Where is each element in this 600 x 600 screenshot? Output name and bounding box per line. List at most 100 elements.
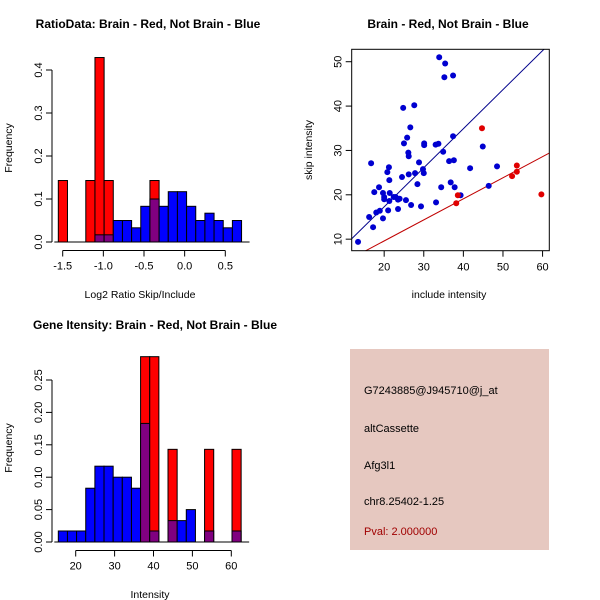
x-tick-label: 20 bbox=[378, 262, 390, 274]
pval: Pval: 2.000000 bbox=[364, 526, 438, 538]
y-tick-label: 40 bbox=[333, 100, 345, 112]
bar-brain bbox=[204, 448, 215, 543]
y-axis-label-intensity: Frequency bbox=[3, 422, 15, 472]
point-not-brain bbox=[450, 72, 457, 79]
chart-title-scatter: Brain - Red, Not Brain - Blue bbox=[367, 17, 529, 31]
bar-not-brain bbox=[103, 234, 114, 243]
bar-not-brain bbox=[140, 422, 151, 543]
point-not-brain bbox=[402, 197, 409, 204]
point-not-brain bbox=[420, 170, 427, 177]
y-tick-label: 0.20 bbox=[33, 402, 45, 423]
plot-area bbox=[351, 49, 550, 251]
event-type: altCassette bbox=[364, 423, 420, 435]
x-tick-label: 20 bbox=[70, 561, 82, 573]
x-tick-label: 0.5 bbox=[218, 261, 233, 273]
point-not-brain bbox=[440, 148, 447, 155]
bar-not-brain bbox=[130, 487, 142, 543]
y-tick-label: 0.15 bbox=[33, 434, 45, 455]
y-tick-label: 10 bbox=[333, 233, 345, 245]
probe-id: G7243885@J945710@j_at bbox=[364, 385, 498, 397]
bar-not-brain bbox=[112, 476, 123, 543]
x-tick-label: 50 bbox=[186, 561, 198, 573]
y-tick-label: 50 bbox=[333, 56, 345, 68]
point-not-brain bbox=[447, 179, 454, 186]
point-brain bbox=[454, 192, 461, 199]
point-not-brain bbox=[441, 74, 448, 81]
chart-title-ratio: RatioData: Brain - Red, Not Brain - Blue bbox=[36, 17, 261, 31]
point-not-brain bbox=[485, 182, 492, 189]
y-axis-label-scatter: skip intensity bbox=[303, 119, 315, 180]
bar-not-brain bbox=[94, 465, 105, 543]
bar-not-brain bbox=[204, 530, 215, 543]
bar-not-brain bbox=[185, 509, 196, 543]
point-not-brain bbox=[416, 159, 423, 166]
bar-not-brain bbox=[149, 198, 160, 243]
point-not-brain bbox=[373, 209, 380, 216]
info-panel: G7243885@J945710@j_at altCassette Afg3l1… bbox=[350, 349, 549, 550]
point-not-brain bbox=[376, 184, 383, 191]
bar-brain bbox=[149, 356, 160, 543]
point-not-brain bbox=[395, 206, 402, 213]
point-not-brain bbox=[442, 60, 449, 67]
point-not-brain bbox=[450, 157, 457, 164]
point-not-brain bbox=[368, 160, 375, 167]
point-brain bbox=[478, 125, 485, 132]
point-not-brain bbox=[435, 140, 442, 147]
bar-not-brain bbox=[121, 476, 132, 543]
point-not-brain bbox=[386, 198, 393, 205]
bar-not-brain bbox=[103, 465, 114, 543]
point-not-brain bbox=[379, 215, 386, 222]
x-tick-label: 40 bbox=[147, 561, 159, 573]
point-not-brain bbox=[398, 174, 405, 181]
x-tick-label: 30 bbox=[418, 262, 430, 274]
bar-brain bbox=[103, 180, 114, 243]
point-not-brain bbox=[450, 133, 457, 140]
point-not-brain bbox=[451, 184, 458, 191]
x-tick-label: 50 bbox=[497, 262, 509, 274]
x-tick-label: 0.0 bbox=[177, 261, 192, 273]
x-tick-label: -0.5 bbox=[135, 261, 154, 273]
x-tick-label: 60 bbox=[225, 561, 237, 573]
bar-not-brain bbox=[186, 205, 197, 243]
point-not-brain bbox=[446, 158, 453, 165]
point-brain bbox=[538, 191, 545, 198]
point-not-brain bbox=[366, 213, 373, 220]
bar-brain bbox=[94, 57, 105, 243]
x-tick-label: -1.5 bbox=[53, 261, 72, 273]
bar-not-brain bbox=[204, 212, 215, 243]
bar-not-brain bbox=[231, 220, 243, 243]
y-axis-label-ratio: Frequency bbox=[3, 122, 15, 172]
y-tick-label: 20 bbox=[333, 189, 345, 201]
bar-not-brain bbox=[121, 220, 133, 243]
x-tick-label: 40 bbox=[457, 262, 469, 274]
bar-not-brain bbox=[66, 530, 78, 543]
fit-line bbox=[364, 152, 550, 251]
point-not-brain bbox=[438, 184, 445, 191]
y-tick-label: 0.00 bbox=[33, 531, 45, 552]
bar-brain bbox=[57, 180, 68, 243]
point-not-brain bbox=[400, 104, 407, 111]
intensity-histogram: 0.00 0.05 0.10 0.15 0.20 0.25 20 30 40 50 60 bbox=[33, 356, 250, 573]
point-not-brain bbox=[400, 140, 407, 147]
point-brain bbox=[453, 200, 460, 207]
bar-not-brain bbox=[231, 530, 242, 543]
bar-not-brain bbox=[176, 520, 187, 543]
point-not-brain bbox=[381, 196, 388, 203]
point-not-brain bbox=[407, 124, 414, 131]
bar-not-brain bbox=[149, 530, 160, 543]
point-not-brain bbox=[414, 181, 421, 188]
point-not-brain bbox=[494, 163, 501, 170]
x-tick-label: -1.0 bbox=[94, 261, 113, 273]
x-axis-label-scatter: include intensity bbox=[412, 289, 487, 301]
chart-title-intensity: Gene Itensity: Brain - Red, Not Brain - … bbox=[33, 318, 277, 332]
bar-not-brain bbox=[140, 205, 151, 243]
bar-not-brain bbox=[222, 227, 233, 243]
y-tick-label: 0.25 bbox=[33, 369, 45, 390]
point-brain bbox=[513, 168, 520, 175]
x-axis-label-ratio: Log2 Ratio Skip/Include bbox=[85, 289, 196, 301]
point-brain bbox=[513, 162, 520, 169]
bar-not-brain bbox=[213, 220, 224, 243]
bar-brain bbox=[231, 448, 242, 543]
point-not-brain bbox=[467, 165, 474, 172]
